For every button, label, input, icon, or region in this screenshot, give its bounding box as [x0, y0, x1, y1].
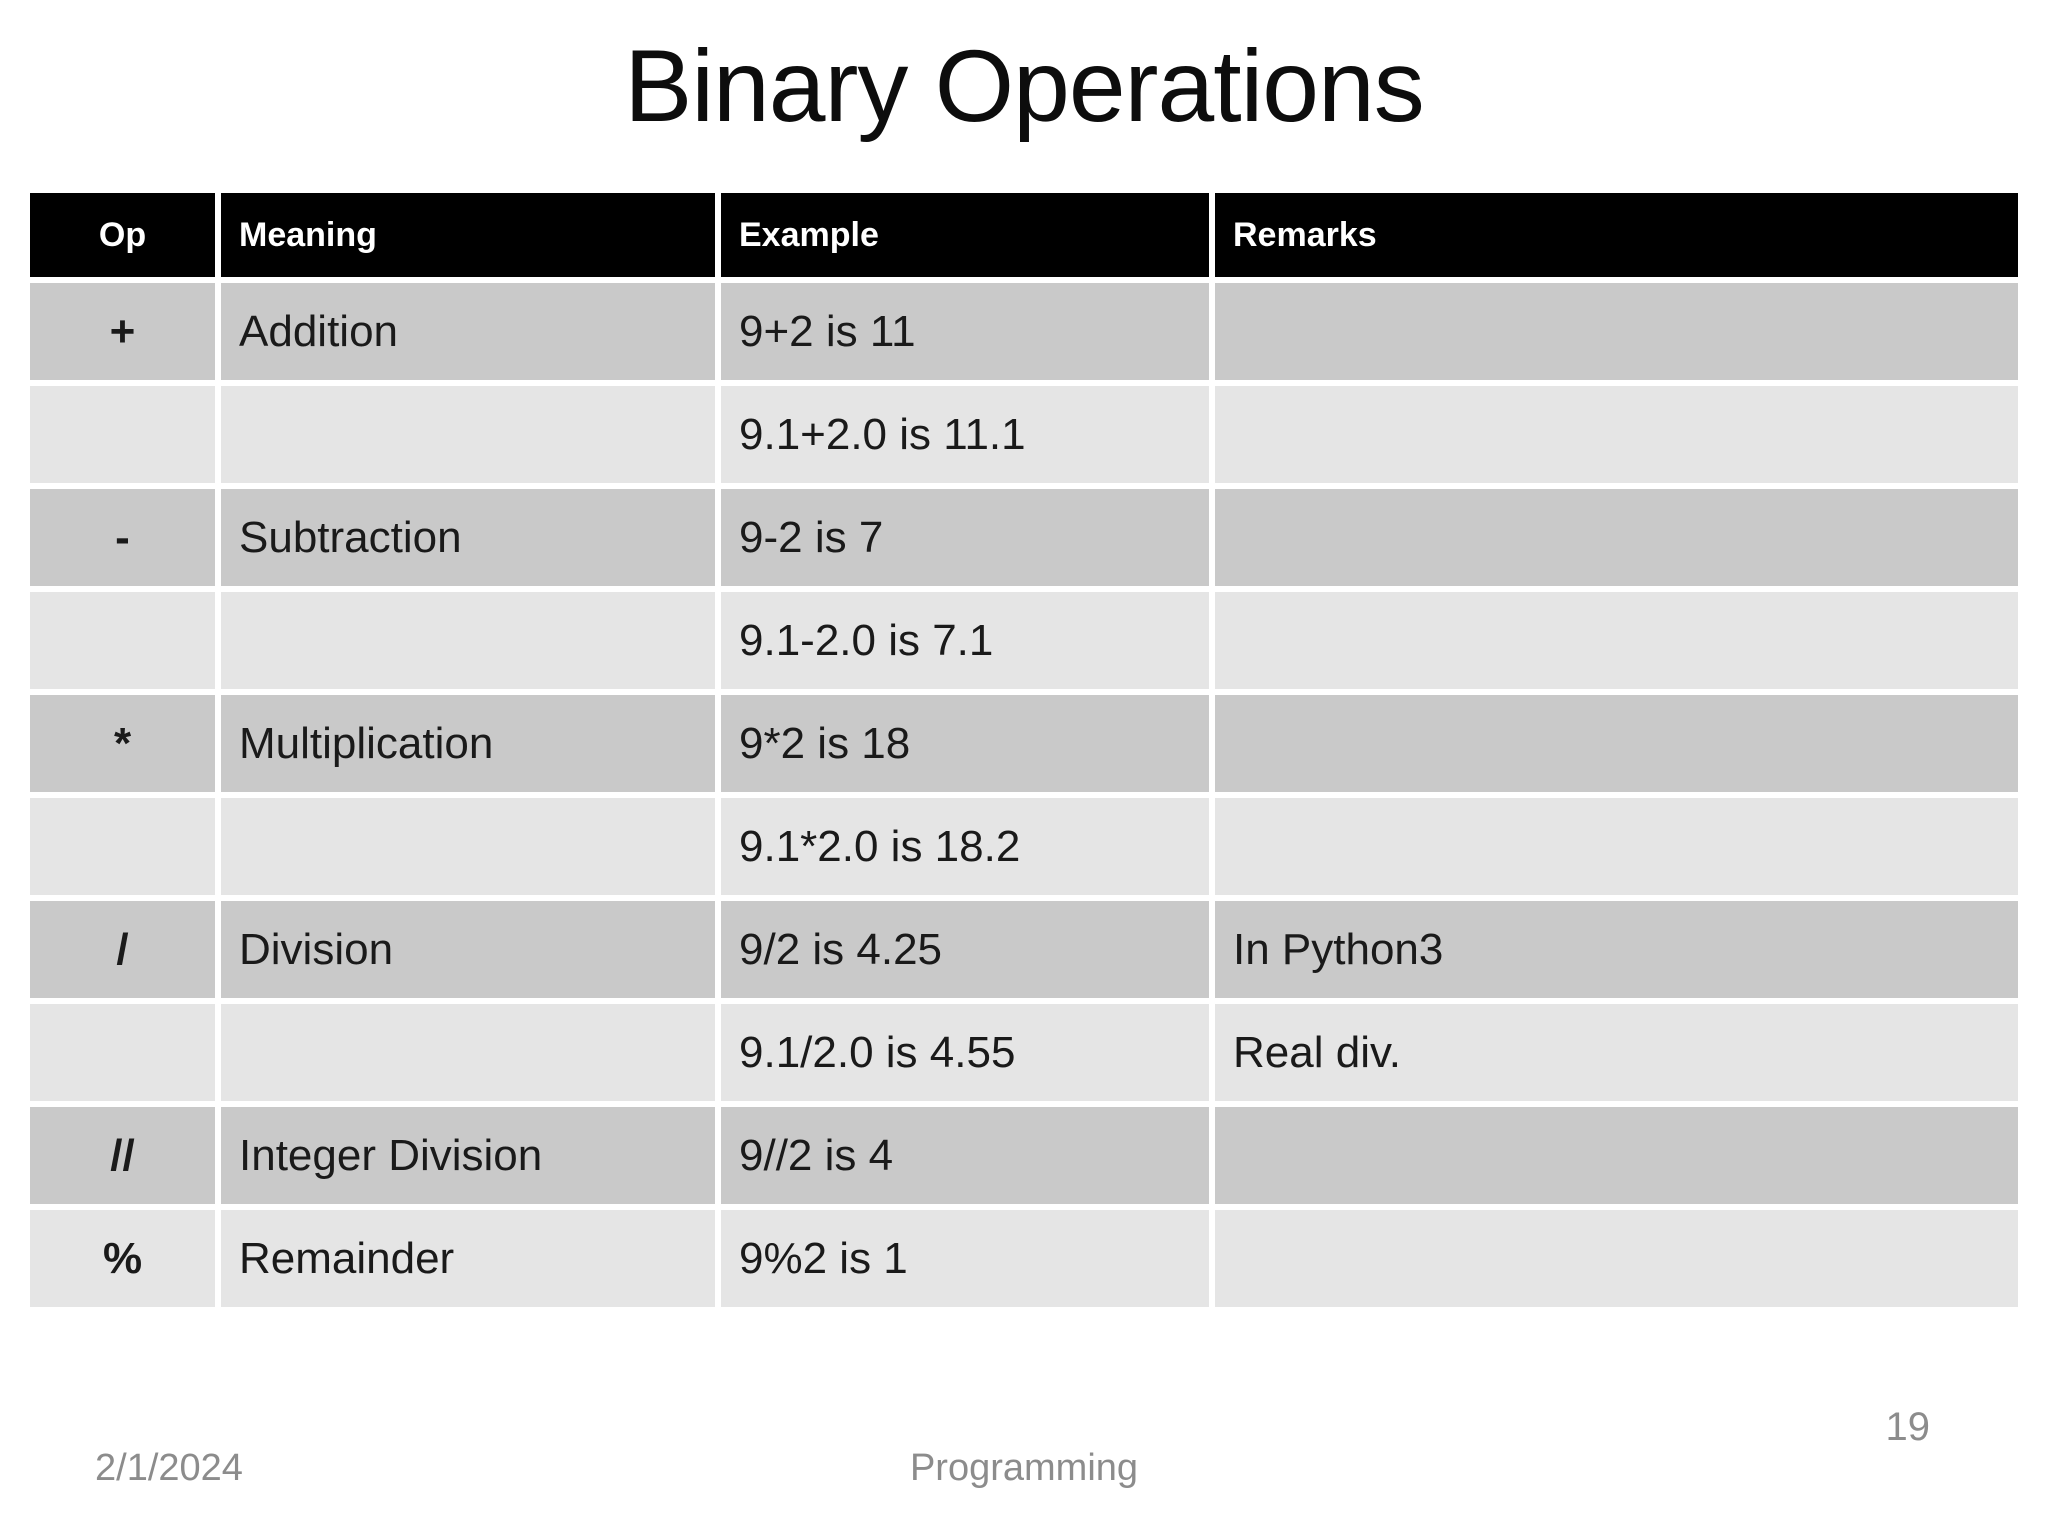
cell-meaning: Integer Division — [221, 1107, 715, 1204]
footer-date: 2/1/2024 — [95, 1447, 243, 1489]
cell-op: / — [30, 901, 215, 998]
cell-op: - — [30, 489, 215, 586]
cell-meaning: Subtraction — [221, 489, 715, 586]
cell-meaning: Addition — [221, 283, 715, 380]
column-header-op: Op — [30, 193, 215, 277]
cell-example: 9%2 is 1 — [721, 1210, 1209, 1307]
column-header-remarks: Remarks — [1215, 193, 2018, 277]
cell-remarks — [1215, 1107, 2018, 1204]
cell-meaning: Division — [221, 901, 715, 998]
cell-example: 9.1*2.0 is 18.2 — [721, 798, 1209, 895]
slide-title: Binary Operations — [624, 29, 1424, 143]
cell-example: 9*2 is 18 — [721, 695, 1209, 792]
cell-remarks — [1215, 592, 2018, 689]
cell-op: % — [30, 1210, 215, 1307]
cell-example: 9//2 is 4 — [721, 1107, 1209, 1204]
column-header-meaning: Meaning — [221, 193, 715, 277]
cell-meaning: Multiplication — [221, 695, 715, 792]
cell-meaning — [221, 592, 715, 689]
cell-op: // — [30, 1107, 215, 1204]
cell-meaning — [221, 798, 715, 895]
cell-remarks — [1215, 695, 2018, 792]
cell-meaning: Remainder — [221, 1210, 715, 1307]
cell-remarks — [1215, 283, 2018, 380]
cell-op: * — [30, 695, 215, 792]
column-header-example: Example — [721, 193, 1209, 277]
cell-op — [30, 386, 215, 483]
cell-remarks — [1215, 798, 2018, 895]
cell-remarks — [1215, 1210, 2018, 1307]
cell-example: 9-2 is 7 — [721, 489, 1209, 586]
page-number: 19 — [1885, 1405, 1931, 1449]
cell-meaning — [221, 1004, 715, 1101]
cell-remarks: Real div. — [1215, 1004, 2018, 1101]
cell-example: 9.1-2.0 is 7.1 — [721, 592, 1209, 689]
cell-remarks — [1215, 386, 2018, 483]
cell-op — [30, 1004, 215, 1101]
cell-example: 9+2 is 11 — [721, 283, 1209, 380]
cell-example: 9/2 is 4.25 — [721, 901, 1209, 998]
cell-remarks — [1215, 489, 2018, 586]
cell-op: + — [30, 283, 215, 380]
footer-label: Programming — [909, 1447, 1139, 1489]
operations-table: Op Meaning Example Remarks + Addition 9+… — [30, 193, 2018, 1307]
cell-remarks: In Python3 — [1215, 901, 2018, 998]
cell-op — [30, 592, 215, 689]
cell-example: 9.1/2.0 is 4.55 — [721, 1004, 1209, 1101]
cell-op — [30, 798, 215, 895]
cell-meaning — [221, 386, 715, 483]
cell-example: 9.1+2.0 is 11.1 — [721, 386, 1209, 483]
